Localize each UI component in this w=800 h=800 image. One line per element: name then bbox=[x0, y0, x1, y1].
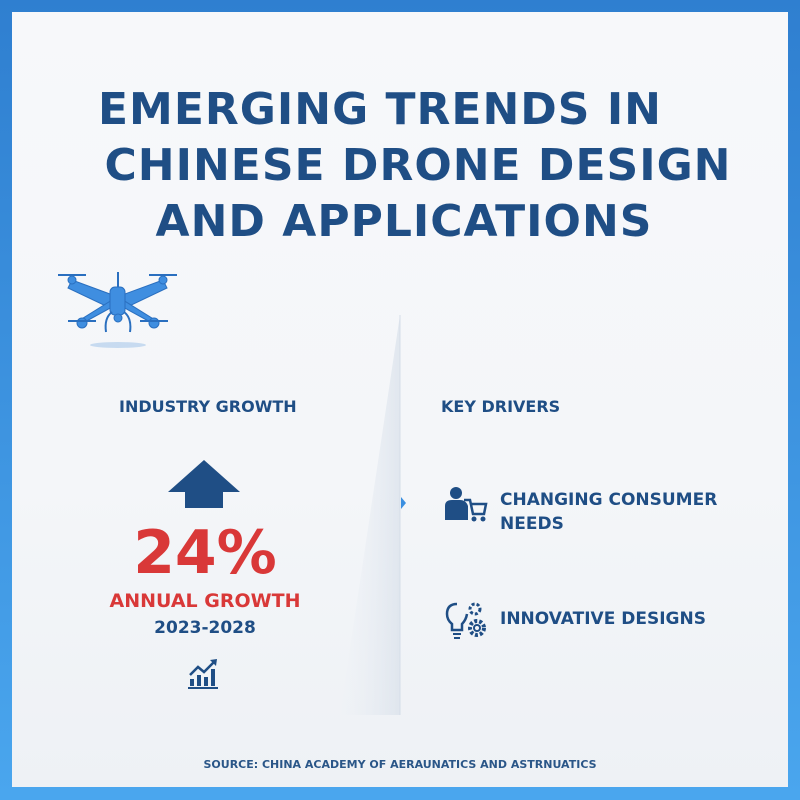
title-line-3: AND APPLICATIONS bbox=[155, 196, 653, 247]
title-line-2: CHINESE DRONE DESIGN bbox=[104, 140, 732, 191]
key-drivers-heading: KEY DRIVERS bbox=[441, 397, 561, 416]
up-arrow-icon bbox=[168, 460, 240, 508]
driver-changing-consumer-needs: CHANGING CONSUMER NEEDS bbox=[500, 490, 718, 534]
bar-chart-trend-icon bbox=[188, 659, 218, 689]
growth-period: 2023-2028 bbox=[154, 618, 256, 638]
lightbulb-gears-icon bbox=[445, 602, 486, 639]
center-divider bbox=[340, 315, 406, 715]
person-cart-icon bbox=[445, 487, 488, 522]
pointer-arrow-icon bbox=[401, 497, 406, 509]
title-line-1: EMERGING TRENDS IN bbox=[97, 84, 663, 135]
growth-value: 24% bbox=[133, 518, 277, 588]
source-note: SOURCE: CHINA ACADEMY OF AERAUNATICS AND… bbox=[203, 758, 597, 771]
growth-label: ANNUAL GROWTH bbox=[109, 590, 301, 612]
driver-innovative-designs: INNOVATIVE DESIGNS bbox=[500, 609, 706, 629]
drone-icon bbox=[58, 272, 177, 348]
industry-growth-heading: INDUSTRY GROWTH bbox=[119, 397, 297, 416]
